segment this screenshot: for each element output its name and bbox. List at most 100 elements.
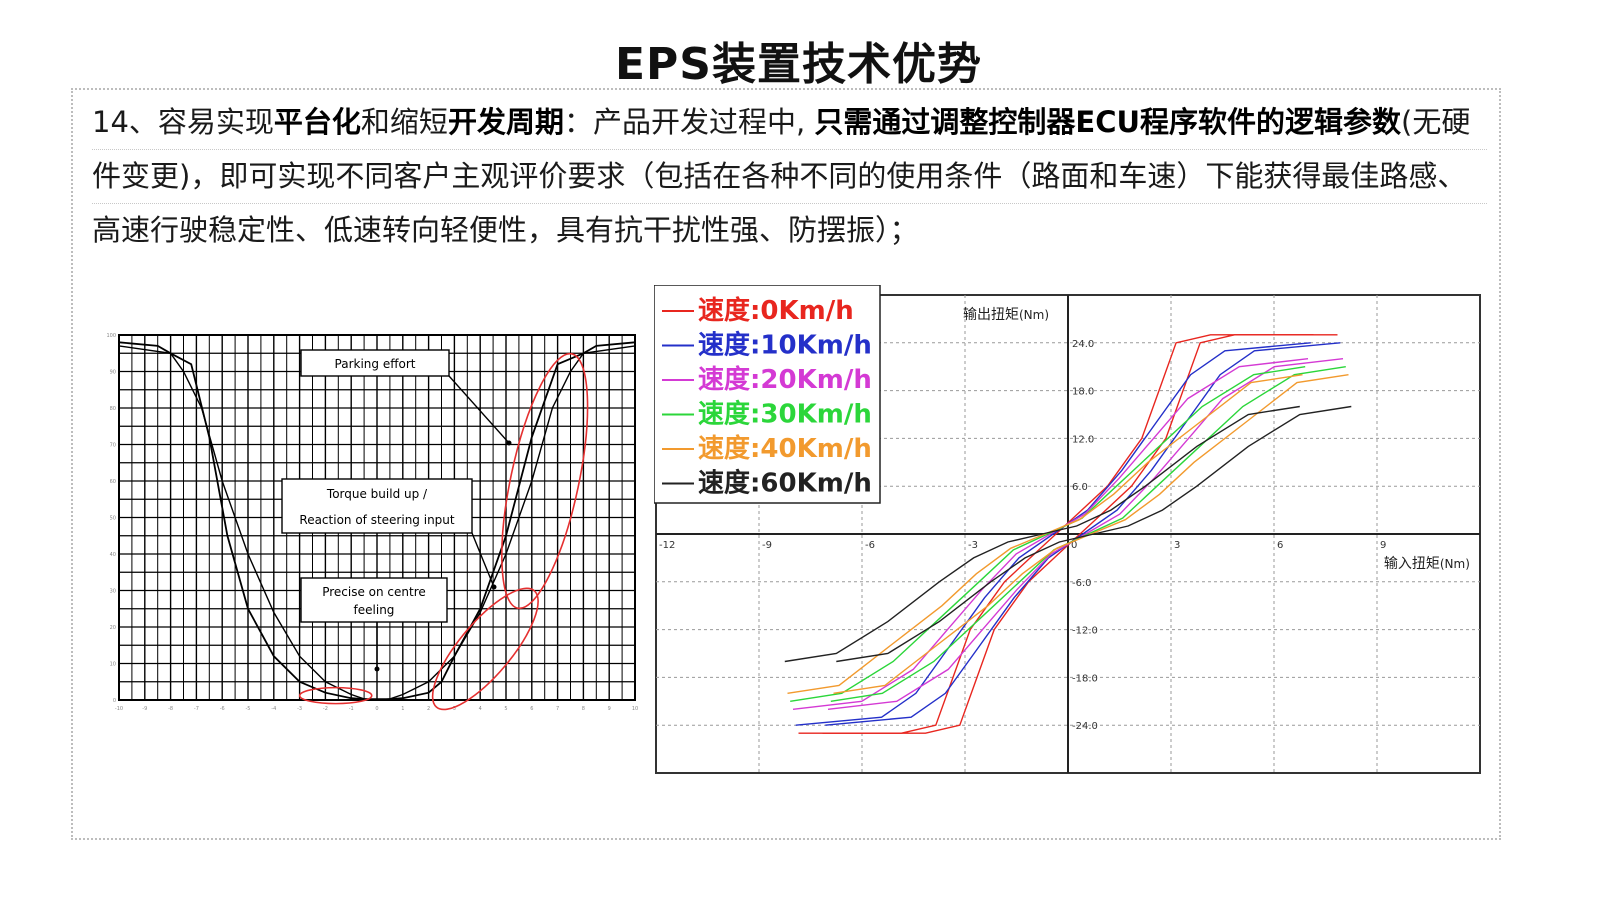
text-segment: 和缩短	[360, 105, 448, 139]
annotation-label: Parking effort	[335, 357, 416, 371]
right-y-tick-label: 18.0	[1072, 387, 1094, 398]
right-y-tick-label: -6.0	[1072, 578, 1092, 589]
annotation-torque: Torque build up / Reaction of steering in…	[281, 478, 497, 590]
text-bold: 开发周期	[447, 105, 564, 139]
right-x-tick-label: 0	[1071, 540, 1077, 551]
description-paragraph: 14、容易实现平台化和缩短开发周期：产品开发过程中, 只需通过调整控制器ECU程…	[92, 96, 1487, 257]
annotation-box	[300, 349, 450, 377]
left-x-tick-label: 6	[530, 706, 533, 712]
left-y-tick-label: 0	[113, 698, 116, 704]
left-x-tick-label: 10	[632, 706, 638, 712]
left-x-tick-label: 2	[427, 706, 430, 712]
right-series-line	[798, 334, 1314, 734]
right-chart: -12 -9 -6 -3 0 3 6 9 24.0 18.0 12.0 6.0 -6.0 -12.0 -18…	[654, 285, 1481, 774]
highlight-centre	[298, 686, 373, 705]
annotation-label: feeling	[354, 603, 395, 617]
right-series-line	[822, 334, 1338, 734]
text-segment: 14、容易实现	[92, 105, 274, 139]
text-bold: 平台化	[273, 105, 361, 139]
right-series-line	[795, 342, 1311, 726]
annotation-box	[300, 577, 448, 623]
right-x-tick-label: 6	[1277, 540, 1283, 551]
annotation-box	[281, 478, 473, 534]
annotation-label: Reaction of steering input	[299, 513, 455, 527]
right-x-axis-title: 输入扭矩(Nm)	[1384, 556, 1470, 572]
left-x-tick-label: 8	[582, 706, 585, 712]
left-y-tick-label: 40	[110, 552, 116, 558]
left-x-tick-label: -4	[271, 706, 276, 712]
right-series-line	[830, 366, 1346, 702]
right-series-6	[784, 405, 1352, 663]
left-y-tick-label: 30	[110, 589, 116, 595]
right-y-tick-label: 6.0	[1072, 482, 1088, 493]
left-x-tick-label: -8	[168, 706, 173, 712]
right-series-line	[827, 358, 1344, 710]
left-y-tick-label: 20	[110, 625, 116, 631]
left-x-tick-label: 1	[401, 706, 404, 712]
right-series-1	[798, 334, 1338, 734]
left-x-tick-label: -3	[297, 706, 302, 712]
right-series-3	[792, 358, 1344, 710]
legend-label: 速度:40Km/h	[698, 433, 872, 464]
left-x-tick-label: -10	[115, 706, 123, 712]
right-x-tick-label: -3	[968, 540, 978, 551]
right-y-axis-title: 输出扭矩(Nm)	[963, 307, 1049, 323]
right-legend: 速度:0Km/h 速度:10Km/h速度:20Km/h 速度:30Km/h速度:40…	[654, 285, 881, 504]
paragraph-line-2: 件变更)，即可实现不同客户主观评价要求（包括在各种不同的使用条件（路面和车速）下…	[92, 150, 1487, 204]
left-y-tick-label: 90	[110, 370, 116, 376]
right-y-tick-label: 24.0	[1072, 339, 1094, 350]
legend-label: 速度:10Km/h	[698, 330, 872, 361]
annotation-dot	[506, 440, 512, 446]
left-x-tick-label: 5	[504, 706, 507, 712]
left-y-tick-label: 50	[110, 516, 116, 522]
right-series-4	[790, 366, 1346, 702]
left-x-tick-label: 4	[479, 706, 482, 712]
left-curve-2	[118, 345, 636, 700]
highlight-parking	[501, 352, 589, 610]
legend-label: 速度:20Km/h	[698, 364, 872, 395]
right-x-axis-unit: (Nm)	[1440, 557, 1470, 571]
right-x-tick-label: -6	[865, 540, 875, 551]
page-title: EPS装置技术优势	[615, 39, 982, 90]
right-series-line	[836, 405, 1352, 663]
annotation-label: Precise on centre	[322, 585, 426, 599]
right-y-tick-label: -24.0	[1072, 721, 1098, 732]
left-y-tick-label: 80	[110, 406, 116, 412]
annotation-label: Torque build up /	[326, 487, 428, 501]
right-y-tick-label: 12.0	[1072, 434, 1094, 445]
left-x-tick-label: -7	[194, 706, 199, 712]
right-x-tick-label: 3	[1174, 540, 1180, 551]
annotation-leader	[471, 532, 495, 588]
left-y-tick-label: 100	[106, 333, 116, 339]
left-x-tick-label: -5	[246, 706, 251, 712]
highlight-buildup	[431, 587, 539, 711]
paragraph-line-3: 高速行驶稳定性、低速转向轻便性，具有抗干扰性强、防摆振）；	[92, 213, 919, 247]
right-y-axis-unit: (Nm)	[1019, 308, 1049, 322]
right-series-line	[784, 405, 1300, 663]
right-series-line	[790, 366, 1306, 702]
left-y-tick-label: 70	[110, 443, 116, 449]
right-series-line	[792, 358, 1309, 710]
right-y-tick-label: -12.0	[1072, 626, 1098, 637]
left-x-tick-label: 7	[556, 706, 559, 712]
right-series-line	[825, 342, 1341, 726]
annotation-centre: Precise on centre feeling	[300, 577, 448, 672]
left-y-tick-label: 10	[110, 662, 116, 668]
paragraph-line-1: 14、容易实现平台化和缩短开发周期：产品开发过程中, 只需通过调整控制器ECU程…	[92, 96, 1487, 150]
annotation-dot	[374, 666, 380, 672]
right-x-tick-label: 9	[1380, 540, 1386, 551]
legend-label: 速度:0Km/h	[698, 295, 854, 326]
right-x-tick-label: -12	[659, 540, 675, 551]
left-x-tick-label: -2	[323, 706, 328, 712]
left-x-tick-label: 9	[608, 706, 611, 712]
right-y-tick-label: -18.0	[1072, 673, 1098, 684]
left-x-tick-label: 3	[453, 706, 456, 712]
left-x-tick-label: -1	[349, 706, 354, 712]
right-x-tick-label: -9	[762, 540, 772, 551]
legend-label: 速度:30Km/h	[698, 399, 872, 430]
legend-box	[654, 285, 881, 504]
left-x-tick-label: -6	[220, 706, 225, 712]
legend-label: 速度:60Km/h	[698, 468, 872, 499]
content-frame	[71, 88, 1501, 840]
